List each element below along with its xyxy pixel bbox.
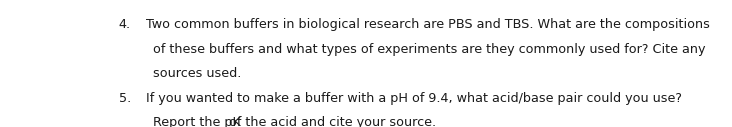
- Text: 4.: 4.: [119, 18, 131, 31]
- Text: 5.: 5.: [119, 92, 131, 105]
- Text: Two common buffers in biological research are PBS and TBS. What are the composit: Two common buffers in biological researc…: [146, 18, 710, 31]
- Text: Report the pK: Report the pK: [153, 116, 241, 127]
- Text: If you wanted to make a buffer with a pH of 9.4, what acid/base pair could you u: If you wanted to make a buffer with a pH…: [146, 92, 682, 105]
- Text: of the acid and cite your source.: of the acid and cite your source.: [225, 116, 436, 127]
- Text: of these buffers and what types of experiments are they commonly used for? Cite : of these buffers and what types of exper…: [153, 43, 705, 56]
- Text: sources used.: sources used.: [153, 67, 241, 80]
